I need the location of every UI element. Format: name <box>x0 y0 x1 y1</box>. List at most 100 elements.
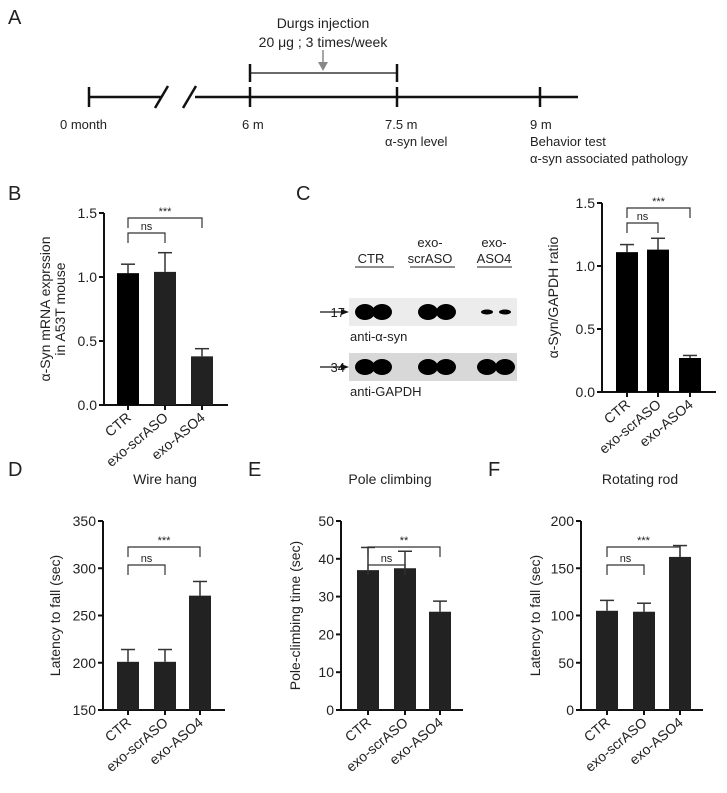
bar-exo-ASO4 <box>669 556 691 710</box>
bar-CTR <box>117 273 139 405</box>
bar-chart-f: Rotating rod 0 50 100 150 200 Latency to fall … <box>527 471 703 775</box>
y-axis-label: Pole-climbing time (sec) <box>287 541 303 690</box>
y-tick-label: 50 <box>558 655 574 671</box>
axis-break-mark <box>181 85 198 109</box>
bar-exo-ASO4 <box>679 357 701 392</box>
blot-band <box>436 304 456 320</box>
significance-label: ns <box>141 553 153 565</box>
antibody-label: anti-α-syn <box>350 329 407 344</box>
panel-label-f: F <box>488 459 500 481</box>
significance-bracket <box>626 207 691 218</box>
y-tick-label: 0.0 <box>78 397 98 413</box>
y-axis-label: in A53T mouse <box>52 262 68 355</box>
timeline-label: 9 m <box>530 117 552 132</box>
western-blot: CTR exo- scrASO exo- ASO4 17anti-α-syn34… <box>320 235 517 399</box>
y-tick-label: 1.5 <box>576 195 596 211</box>
lane-label: exo- <box>481 235 506 250</box>
panel-label-b: B <box>8 183 21 205</box>
bar-exo-ASO4 <box>189 595 211 710</box>
y-tick-label: 0.5 <box>78 333 98 349</box>
panel-label-a: A <box>8 7 22 29</box>
blot-band <box>495 359 515 375</box>
significance-bracket <box>127 232 166 243</box>
bar-CTR <box>596 610 618 710</box>
significance-bracket <box>127 217 203 228</box>
lane-label: ASO4 <box>477 251 512 266</box>
y-tick-label: 350 <box>73 513 97 529</box>
y-axis-label: Latency to fall (sec) <box>527 555 543 676</box>
blot-band <box>499 309 511 315</box>
bar-exo-scrASO <box>394 568 416 710</box>
lane-label: scrASO <box>408 251 453 266</box>
significance-label: *** <box>158 535 172 547</box>
significance-bracket <box>367 564 406 575</box>
y-tick-label: 0.5 <box>576 321 596 337</box>
bar-CTR <box>117 661 139 710</box>
significance-bracket <box>606 546 681 557</box>
significance-label: ** <box>400 535 409 547</box>
chart-title: Rotating rod <box>602 471 678 487</box>
significance-bracket <box>626 222 659 233</box>
lane-label: CTR <box>358 251 385 266</box>
timeline-label: 7.5 m <box>385 117 418 132</box>
y-tick-label: 0 <box>326 702 334 718</box>
blot-band <box>372 304 392 320</box>
bar-chart-b: 0.0 0.5 1.0 1.5 α-Syn mRNA exprssion in A53T … <box>37 205 228 470</box>
timeline-note: α-syn associated pathology <box>530 151 688 166</box>
axis-break-mark <box>153 85 170 109</box>
timeline-label: 0 month <box>60 117 107 132</box>
panel-label-e: E <box>248 459 261 481</box>
blot-band <box>418 304 438 320</box>
bar-exo-scrASO <box>154 271 176 405</box>
injection-dose: 20 μg ; 3 times/week <box>259 34 389 50</box>
y-tick-label: 200 <box>73 655 97 671</box>
significance-label: ns <box>620 553 632 565</box>
timeline <box>87 64 578 109</box>
y-tick-label: 30 <box>318 589 334 605</box>
y-axis-label: α-Syn/GAPDH ratio <box>545 236 561 358</box>
arrow-down-icon <box>318 50 328 71</box>
arrow-head <box>341 309 349 315</box>
y-tick-label: 300 <box>73 560 97 576</box>
injection-title: Durgs injection <box>277 15 370 31</box>
lane-label: exo- <box>417 235 442 250</box>
blot-band <box>355 359 375 375</box>
y-tick-label: 1.0 <box>576 258 596 274</box>
significance-label: ns <box>141 221 153 233</box>
blot-band <box>477 359 497 375</box>
panel-label-d: D <box>8 459 22 481</box>
y-tick-label: 1.0 <box>78 269 98 285</box>
bar-exo-ASO4 <box>191 356 213 405</box>
timeline-label: 6 m <box>242 117 264 132</box>
significance-label: *** <box>637 535 651 547</box>
y-tick-label: 150 <box>551 560 575 576</box>
y-tick-label: 10 <box>318 664 334 680</box>
timeline-note: α-syn level <box>385 134 448 149</box>
bar-exo-scrASO <box>633 611 655 710</box>
y-tick-label: 100 <box>551 608 575 624</box>
y-axis-label: Latency to fall (sec) <box>47 555 63 676</box>
y-tick-label: 0.0 <box>576 384 596 400</box>
antibody-label: anti-GAPDH <box>350 384 422 399</box>
bar-exo-scrASO <box>154 661 176 710</box>
y-tick-label: 150 <box>73 702 97 718</box>
bar-chart-d: Wire hang 150 200 250 300 350 Latency to fall … <box>47 471 225 775</box>
blot-band <box>481 309 493 315</box>
blot-band <box>418 359 438 375</box>
significance-bracket <box>127 546 201 557</box>
panel-label-c: C <box>296 183 310 205</box>
bar-exo-ASO4 <box>429 611 451 710</box>
arrow-head <box>341 364 349 370</box>
chart-title: Pole climbing <box>348 471 431 487</box>
significance-label: ns <box>381 553 393 565</box>
blot-band <box>372 359 392 375</box>
significance-bracket <box>606 564 645 575</box>
y-tick-label: 40 <box>318 551 334 567</box>
y-tick-label: 1.5 <box>78 205 98 221</box>
y-tick-label: 250 <box>73 608 97 624</box>
y-tick-label: 20 <box>318 626 334 642</box>
timeline-note: Behavior test <box>530 134 606 149</box>
bar-chart-c: 0.00.51.01.5α-Syn/GAPDH ratioCTRexo-scrA… <box>545 195 716 457</box>
significance-label: *** <box>652 196 666 208</box>
